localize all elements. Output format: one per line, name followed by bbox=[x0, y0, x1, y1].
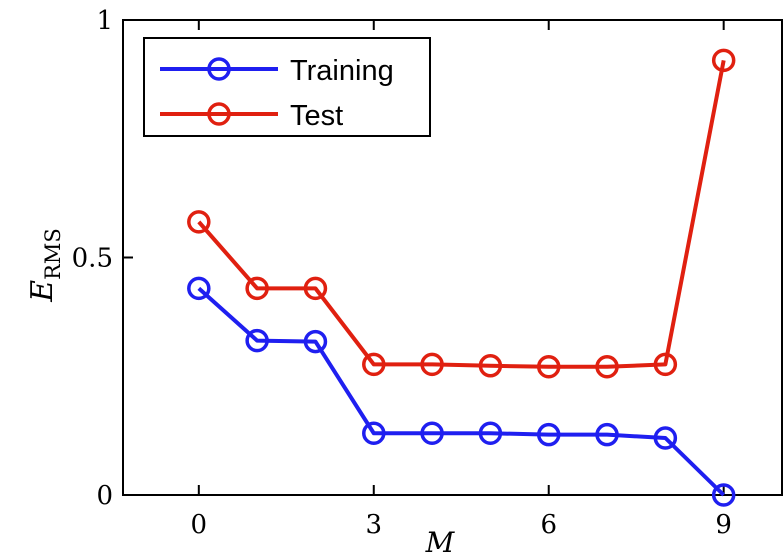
data-point-test bbox=[653, 352, 678, 377]
x-tick-label: 3 bbox=[365, 510, 382, 540]
data-point-test bbox=[303, 276, 328, 301]
x-axis-label: M bbox=[425, 526, 456, 559]
data-point-training bbox=[245, 328, 269, 353]
y-tick-label: 1 bbox=[96, 6, 113, 36]
y-axis-label-subscript: RMS bbox=[41, 228, 65, 280]
legend-marker-test bbox=[207, 102, 231, 126]
legend-box bbox=[143, 37, 431, 137]
data-point-training bbox=[711, 483, 736, 507]
svg-text:ERMS: ERMS bbox=[25, 228, 65, 303]
data-point-test bbox=[711, 48, 736, 73]
legend-label-training: Training bbox=[290, 55, 394, 87]
data-point-training bbox=[595, 422, 619, 447]
y-tick-label: 0 bbox=[96, 481, 113, 511]
data-point-test bbox=[362, 352, 386, 377]
data-point-training bbox=[187, 276, 211, 301]
data-point-training bbox=[478, 421, 503, 445]
data-point-training bbox=[536, 422, 561, 447]
data-point-training bbox=[303, 329, 328, 354]
y-axis-label-main: E bbox=[25, 280, 60, 303]
data-point-training bbox=[653, 426, 678, 450]
series-line-test bbox=[197, 59, 726, 369]
y-axis-ticks: 00.51 bbox=[72, 6, 133, 511]
data-point-training bbox=[420, 421, 444, 445]
x-tick-label: 9 bbox=[715, 510, 732, 540]
data-point-test bbox=[478, 354, 503, 378]
data-point-test bbox=[245, 276, 269, 301]
data-point-test bbox=[536, 355, 561, 379]
series-line-training bbox=[197, 286, 726, 497]
data-point-test bbox=[595, 355, 619, 379]
x-tick-label: 6 bbox=[540, 510, 557, 540]
legend-marker-training bbox=[207, 57, 231, 81]
legend: Training Test bbox=[143, 37, 431, 137]
data-point-test bbox=[420, 352, 444, 377]
x-tick-label: 0 bbox=[191, 510, 208, 540]
series-layer bbox=[187, 48, 736, 507]
data-point-training bbox=[362, 421, 386, 445]
legend-label-test: Test bbox=[290, 100, 343, 132]
data-point-test bbox=[187, 210, 211, 234]
y-tick-label: 0.5 bbox=[72, 244, 113, 274]
y-axis-label: ERMS bbox=[25, 228, 65, 303]
x-axis-ticks: 0 3 6 9 bbox=[191, 20, 732, 540]
